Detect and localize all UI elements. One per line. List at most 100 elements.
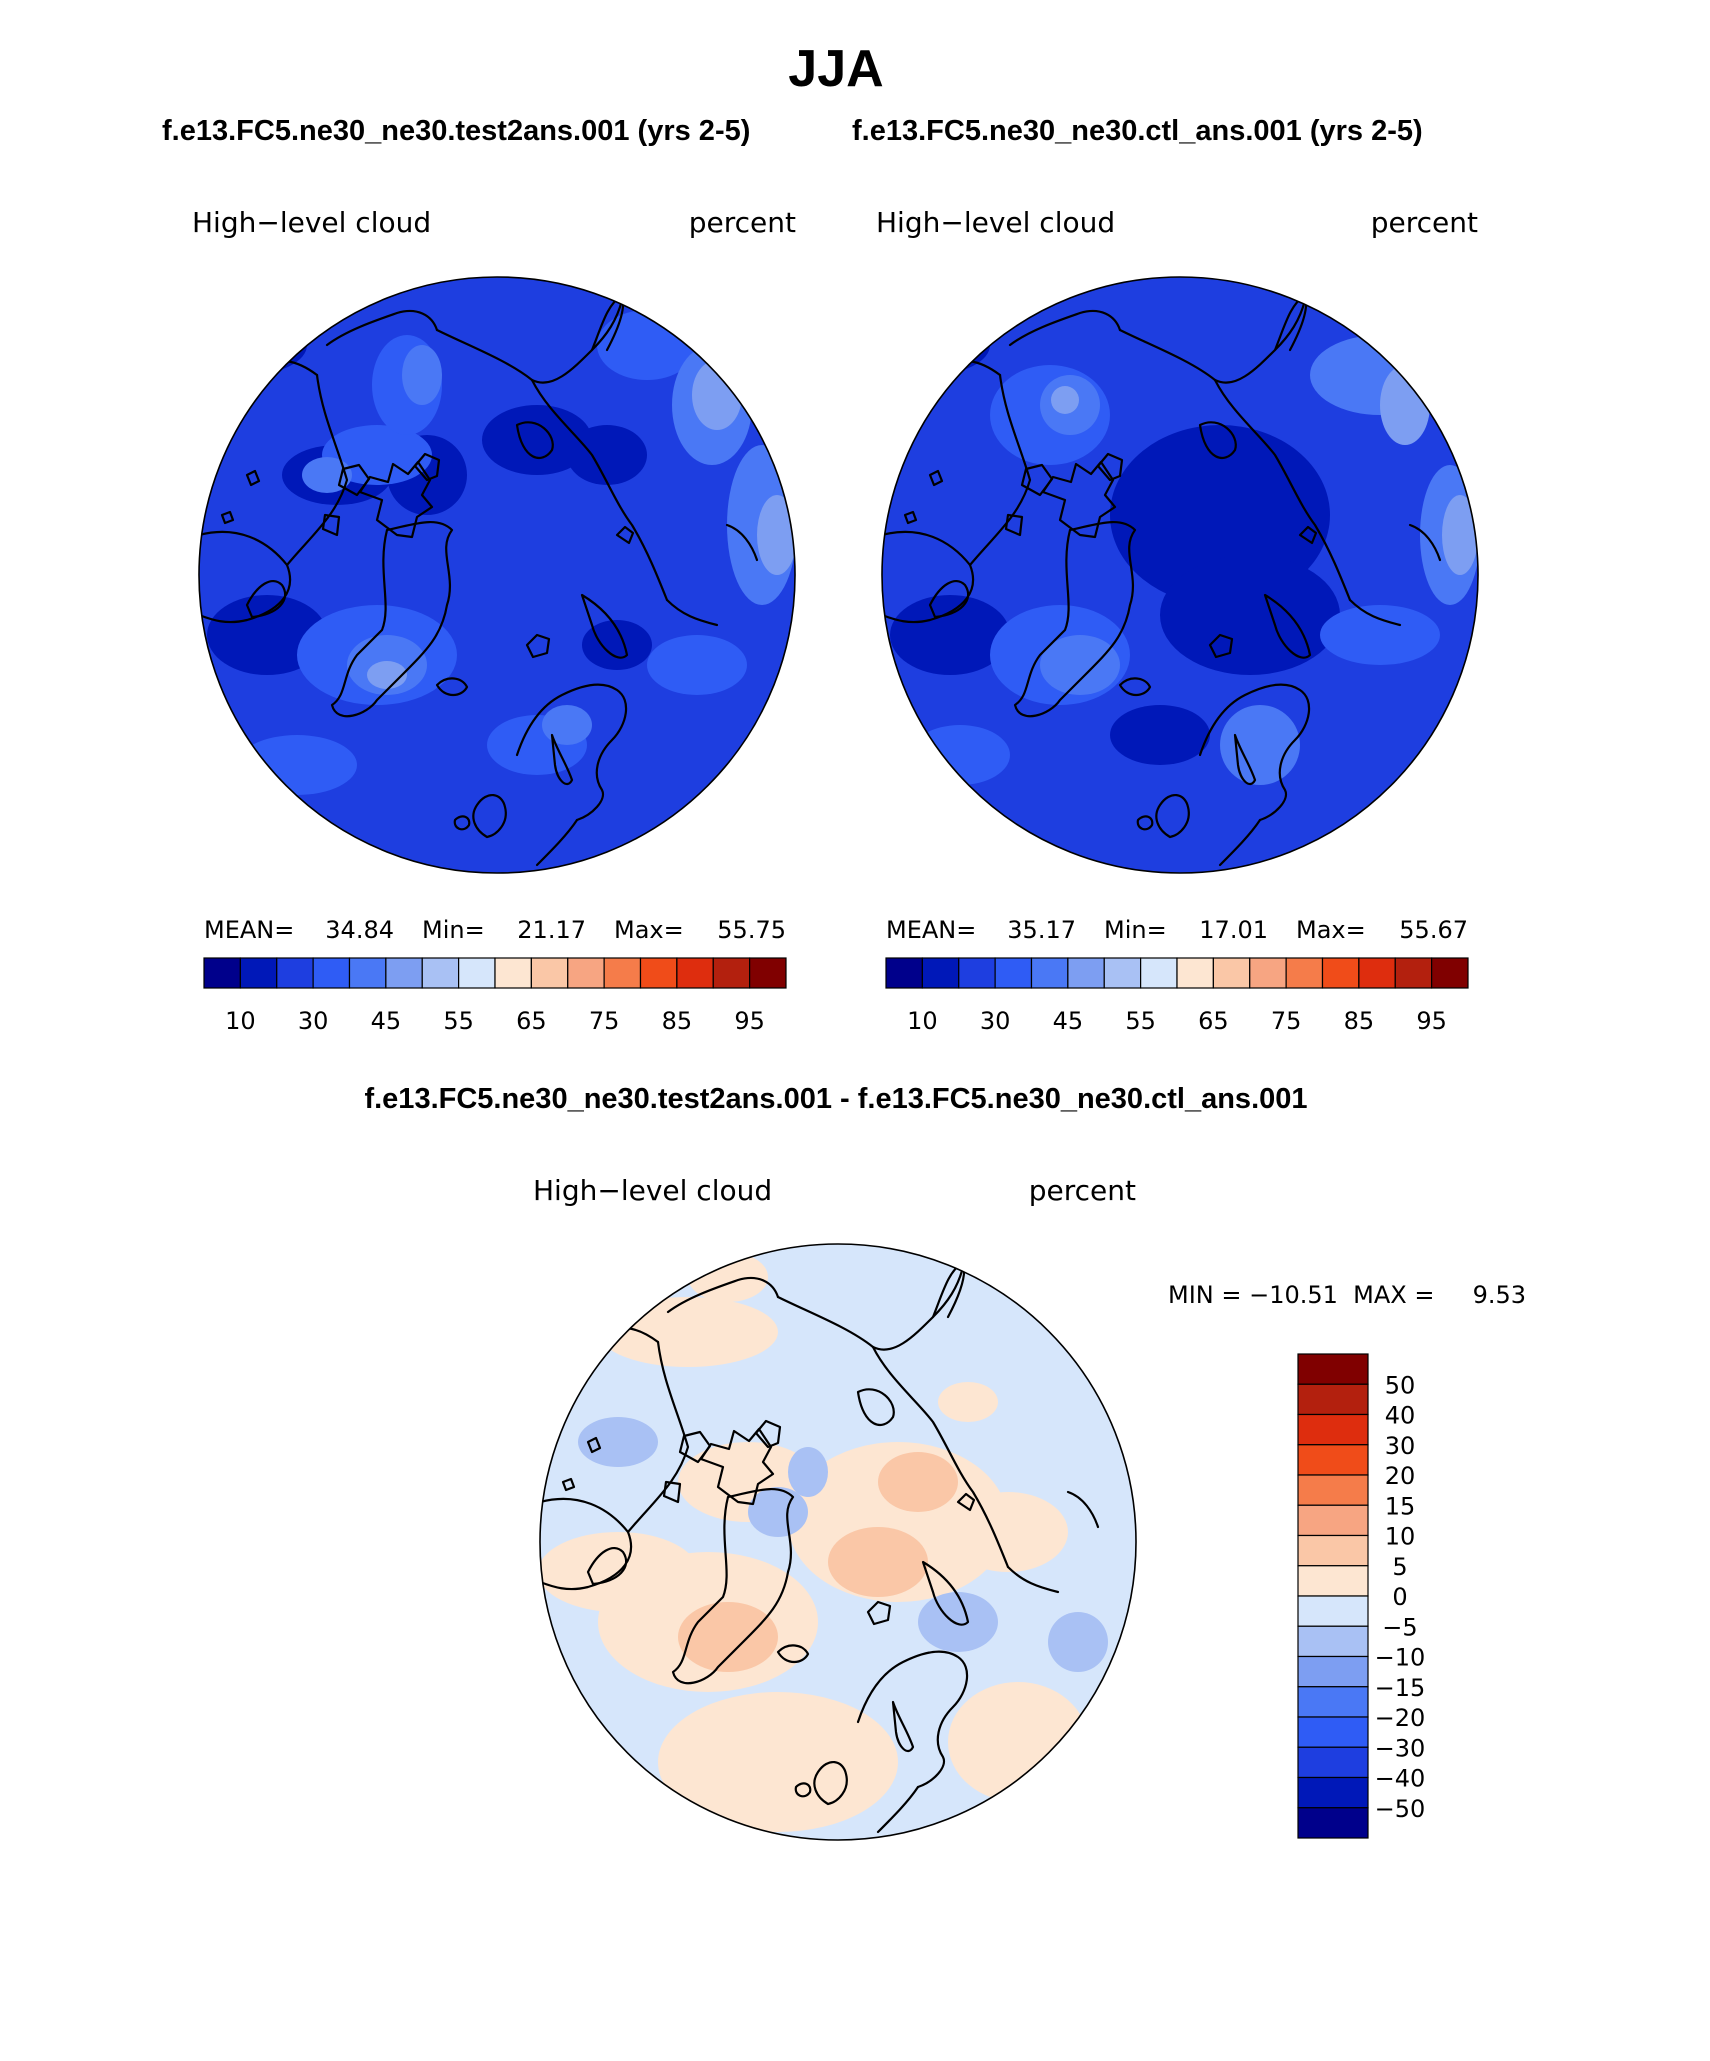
right-colorbar-swatch <box>1212 957 1251 989</box>
right-colorbar-swatch <box>1176 957 1214 989</box>
diff-colorbar-tick-label: 0 <box>1392 1583 1407 1611</box>
right-colorbar-swatch <box>1140 957 1178 989</box>
right-colorbar: 10 30 45 55 65 75 85 95 <box>885 957 1469 1035</box>
right-max-label: Max= <box>1296 916 1366 944</box>
left-colorbar-swatch <box>712 957 751 989</box>
diff-colorbar-tick-label: 10 <box>1385 1523 1416 1551</box>
left-colorbar-tick-label: 10 <box>225 1007 256 1035</box>
left-colorbar-swatch <box>312 957 351 989</box>
right-max-value: 55.67 <box>1399 916 1468 944</box>
right-colorbar-swatch <box>1394 957 1433 989</box>
diff-colorbar-tick-label: 5 <box>1392 1553 1407 1581</box>
diff-colorbar-swatch <box>1297 1444 1369 1476</box>
diff-colorbar-swatch <box>1297 1625 1369 1658</box>
left-colorbar-tick-label: 85 <box>662 1007 693 1035</box>
diff-colorbar-tick-label: −10 <box>1375 1644 1426 1672</box>
diff-colorbar-swatch <box>1297 1655 1369 1688</box>
diff-colorbar-swatch <box>1297 1595 1369 1627</box>
left-mean-value: 34.84 <box>325 916 394 944</box>
right-colorbar-swatch <box>1431 957 1469 989</box>
right-colorbar-swatch <box>1030 957 1069 989</box>
diff-colorbar-tick-label: −20 <box>1375 1704 1426 1732</box>
left-colorbar-tick-label: 55 <box>443 1007 474 1035</box>
diff-colorbar-tick-label: 30 <box>1385 1432 1416 1460</box>
left-colorbar-tick-label: 45 <box>371 1007 402 1035</box>
right-colorbar-swatch <box>1285 957 1324 989</box>
diff-colorbar-swatch <box>1297 1504 1369 1537</box>
diff-case-title: f.e13.FC5.ne30_ne30.test2ans.001 - f.e13… <box>364 1083 1307 1115</box>
diff-colorbar-tick-label: 20 <box>1385 1462 1416 1490</box>
left-colorbar-swatch <box>567 957 605 989</box>
left-colorbar-swatch <box>749 957 787 989</box>
right-variable-label: High−level cloud <box>876 206 1115 239</box>
right-colorbar-tick-label: 65 <box>1198 1007 1229 1035</box>
left-colorbar-swatch <box>639 957 678 989</box>
left-colorbar-tick-label: 95 <box>734 1007 765 1035</box>
left-mean-label: MEAN= <box>204 916 294 944</box>
left-colorbar-swatch <box>530 957 569 989</box>
left-colorbar-swatch <box>239 957 278 989</box>
right-min-value: 17.01 <box>1199 916 1268 944</box>
right-colorbar-tick-label: 55 <box>1125 1007 1156 1035</box>
diff-colorbar-tick-label: −40 <box>1375 1765 1426 1793</box>
diff-colorbar-swatch <box>1297 1534 1369 1567</box>
right-colorbar-swatch <box>1067 957 1105 989</box>
left-colorbar-swatch <box>676 957 714 989</box>
right-colorbar-swatch <box>958 957 996 989</box>
diff-variable-label: High−level cloud <box>533 1174 772 1207</box>
left-max-value: 55.75 <box>717 916 786 944</box>
right-colorbar-swatch <box>1103 957 1142 989</box>
diff-colorbar-swatch <box>1297 1383 1369 1416</box>
diff-minmax-text: MIN = −10.51 MAX = 9.53 <box>1168 1281 1526 1309</box>
left-max-label: Max= <box>614 916 684 944</box>
diff-colorbar-tick-label: −5 <box>1382 1613 1417 1641</box>
left-polar-map <box>198 276 796 874</box>
right-colorbar-tick-label: 75 <box>1271 1007 1302 1035</box>
diff-colorbar-swatch <box>1297 1413 1369 1446</box>
left-variable-label: High−level cloud <box>192 206 431 239</box>
right-colorbar-tick-label: 95 <box>1416 1007 1447 1035</box>
right-colorbar-tick-label: 10 <box>907 1007 938 1035</box>
right-mean-label: MEAN= <box>886 916 976 944</box>
diff-polar-map <box>539 1243 1137 1841</box>
left-colorbar-tick-label: 30 <box>298 1007 329 1035</box>
right-colorbar-tick-label: 45 <box>1053 1007 1084 1035</box>
right-colorbar-tick-label: 85 <box>1344 1007 1375 1035</box>
left-colorbar-swatch <box>276 957 314 989</box>
season-title: JJA <box>788 40 883 98</box>
left-units-label: percent <box>689 206 796 239</box>
diff-colorbar-tick-label: 50 <box>1385 1371 1416 1399</box>
right-polar-map <box>881 276 1479 874</box>
diff-units-label: percent <box>1029 1174 1136 1207</box>
left-colorbar-swatch <box>348 957 387 989</box>
right-colorbar-swatch <box>994 957 1033 989</box>
left-min-label: Min= <box>422 916 485 944</box>
right-colorbar-swatch <box>1321 957 1360 989</box>
right-units-label: percent <box>1371 206 1478 239</box>
right-colorbar-swatch <box>1249 957 1287 989</box>
diff-colorbar-tick-label: 15 <box>1385 1492 1416 1520</box>
case-title-right: f.e13.FC5.ne30_ne30.ctl_ans.001 (yrs 2-5… <box>852 115 1423 147</box>
diff-colorbar-swatch <box>1297 1474 1369 1506</box>
left-colorbar-swatch <box>385 957 423 989</box>
right-min-label: Min= <box>1104 916 1167 944</box>
right-colorbar-tick-label: 30 <box>980 1007 1011 1035</box>
left-min-value: 21.17 <box>517 916 586 944</box>
case-title-left: f.e13.FC5.ne30_ne30.test2ans.001 (yrs 2-… <box>162 115 750 147</box>
right-colorbar-swatch <box>885 957 923 989</box>
right-colorbar-swatch <box>1358 957 1396 989</box>
left-colorbar: 10 30 45 55 65 75 85 95 <box>203 957 787 1035</box>
diff-colorbar-swatch <box>1297 1686 1369 1718</box>
right-colorbar-swatch <box>921 957 960 989</box>
diff-colorbar-tick-label: 40 <box>1385 1402 1416 1430</box>
left-colorbar-tick-label: 75 <box>589 1007 620 1035</box>
diff-colorbar-swatch <box>1297 1353 1369 1385</box>
diff-colorbar-tick-label: −50 <box>1375 1795 1426 1823</box>
diff-colorbar-tick-label: −30 <box>1375 1734 1426 1762</box>
left-colorbar-tick-label: 65 <box>516 1007 547 1035</box>
left-colorbar-swatch <box>421 957 460 989</box>
diff-colorbar-swatch <box>1297 1746 1369 1779</box>
diff-colorbar-tick-label: −15 <box>1375 1674 1426 1702</box>
left-colorbar-swatch <box>494 957 532 989</box>
